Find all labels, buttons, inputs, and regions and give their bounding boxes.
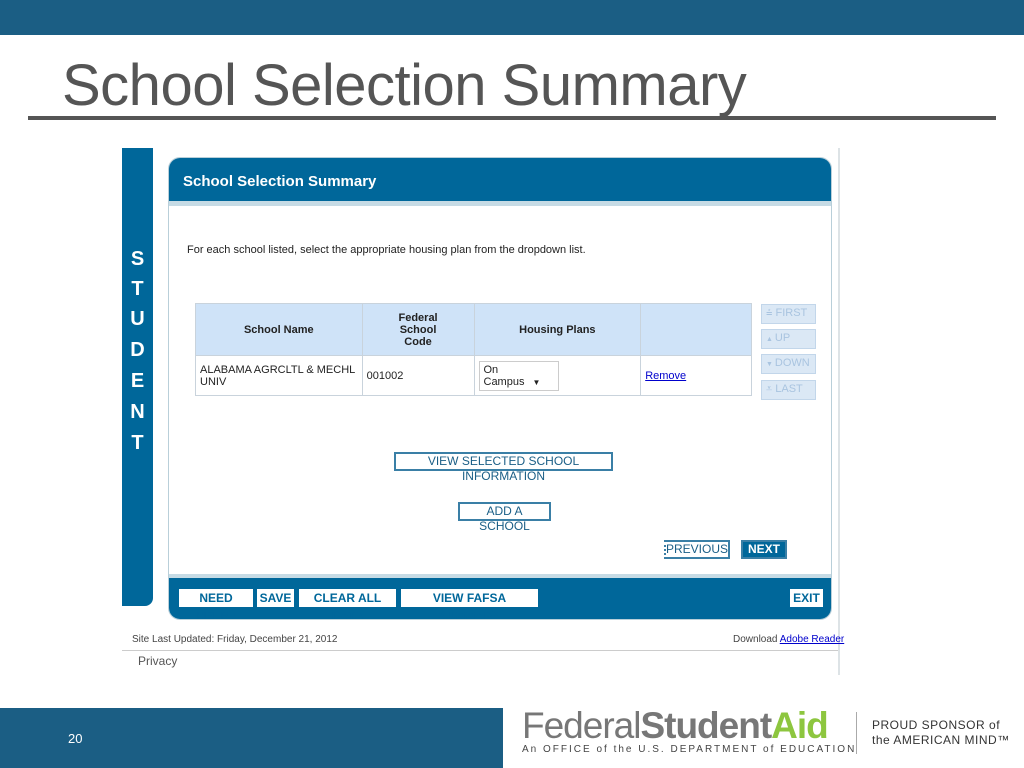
title-underline bbox=[28, 116, 996, 120]
column-header bbox=[640, 303, 752, 356]
first-button[interactable]: ⩮ FIRST bbox=[761, 304, 816, 324]
chevron-down-icon: ▼ bbox=[532, 377, 541, 387]
save-button[interactable]: SAVE bbox=[257, 589, 294, 607]
divider bbox=[838, 148, 840, 675]
sidebar-letter: T bbox=[131, 432, 144, 454]
clear-all-data-button[interactable]: CLEAR ALL DATA bbox=[299, 589, 396, 619]
page-number: 20 bbox=[68, 731, 83, 746]
bottom-bar bbox=[0, 708, 503, 768]
exit-button[interactable]: EXIT bbox=[790, 589, 823, 607]
up-icon: ▲ bbox=[766, 336, 775, 343]
sidebar-letter: T bbox=[131, 278, 144, 300]
last-icon: ⩡ bbox=[766, 383, 776, 395]
sponsor-text: PROUD SPONSOR of the AMERICAN MIND™ bbox=[872, 718, 1010, 748]
housing-plan-value: On Campus bbox=[483, 363, 525, 388]
sidebar-letter: N bbox=[130, 401, 145, 423]
panel-footer: NEED HELP? SAVE CLEAR ALL DATA VIEW FAFS… bbox=[169, 574, 831, 619]
logo-aid: Aid bbox=[771, 705, 829, 746]
first-icon: ⩮ bbox=[766, 307, 776, 319]
action-cell: Remove bbox=[640, 355, 752, 396]
first-label: FIRST bbox=[775, 307, 808, 319]
column-header: Federal School Code bbox=[361, 303, 475, 356]
last-button[interactable]: ⩡ LAST bbox=[761, 380, 816, 400]
schools-table: School Name Federal School Code Housing … bbox=[195, 303, 752, 396]
need-help-button[interactable]: NEED HELP? bbox=[179, 589, 253, 619]
down-icon: ▼ bbox=[766, 361, 775, 368]
sponsor-line: the AMERICAN MIND™ bbox=[872, 733, 1010, 747]
student-sidebar: S T U D E N T bbox=[122, 148, 153, 606]
divider bbox=[169, 201, 831, 206]
sidebar-letter: U bbox=[130, 308, 145, 330]
privacy-link[interactable]: Privacy bbox=[138, 654, 178, 668]
download-text: Download Adobe Reader bbox=[733, 634, 844, 645]
last-label: LAST bbox=[775, 383, 803, 395]
column-header: Housing Plans bbox=[473, 303, 642, 356]
down-label: DOWN bbox=[774, 357, 810, 369]
housing-cell: On Campus ▼ bbox=[473, 355, 642, 396]
view-fafsa-summary-button[interactable]: VIEW FAFSA SUMMARY bbox=[401, 589, 538, 619]
sidebar-letter: S bbox=[130, 248, 145, 270]
sidebar-letter: E bbox=[130, 370, 145, 392]
site-last-updated: Site Last Updated: Friday, December 21, … bbox=[132, 634, 338, 645]
panel-title: School Selection Summary bbox=[183, 173, 377, 190]
previous-button[interactable]: PREVIOUS bbox=[664, 540, 730, 559]
download-label: Download bbox=[733, 634, 778, 645]
school-name-cell: ALABAMA AGRCLTL & MECHL UNIV bbox=[195, 355, 363, 396]
federal-student-aid-logo: FederalStudentAid An OFFICE of the U.S. … bbox=[522, 705, 856, 755]
school-selection-panel: School Selection Summary For each school… bbox=[168, 157, 832, 620]
remove-link[interactable]: Remove bbox=[645, 369, 687, 382]
table-row: ALABAMA AGRCLTL & MECHL UNIV 001002 On C… bbox=[195, 355, 752, 396]
view-selected-school-button[interactable]: VIEW SELECTED SCHOOL INFORMATION bbox=[394, 452, 613, 483]
logo-office: An OFFICE of the U.S. DEPARTMENT of EDUC… bbox=[522, 744, 857, 755]
top-bar bbox=[0, 0, 1024, 35]
instructions: For each school listed, select the appro… bbox=[187, 244, 586, 256]
housing-plan-select[interactable]: On Campus ▼ bbox=[478, 360, 559, 391]
sidebar-letter: D bbox=[130, 339, 145, 361]
slide-title: School Selection Summary bbox=[62, 53, 747, 118]
table-header-row: School Name Federal School Code Housing … bbox=[195, 303, 752, 356]
next-button[interactable]: NEXT bbox=[741, 540, 787, 559]
logo-student: Student bbox=[640, 705, 772, 746]
adobe-reader-link[interactable]: Adobe Reader bbox=[779, 634, 845, 645]
school-code-cell: 001002 bbox=[361, 355, 475, 396]
panel-header: School Selection Summary bbox=[169, 158, 831, 201]
divider bbox=[122, 650, 838, 651]
down-button[interactable]: ▼ DOWN bbox=[761, 354, 816, 374]
column-header: School Name bbox=[195, 303, 363, 356]
divider bbox=[856, 712, 857, 754]
add-school-button[interactable]: ADD A SCHOOL bbox=[458, 502, 551, 533]
sponsor-line: PROUD SPONSOR of bbox=[872, 718, 1001, 732]
up-label: UP bbox=[774, 332, 791, 344]
logo-federal: Federal bbox=[522, 705, 641, 746]
up-button[interactable]: ▲ UP bbox=[761, 329, 816, 349]
